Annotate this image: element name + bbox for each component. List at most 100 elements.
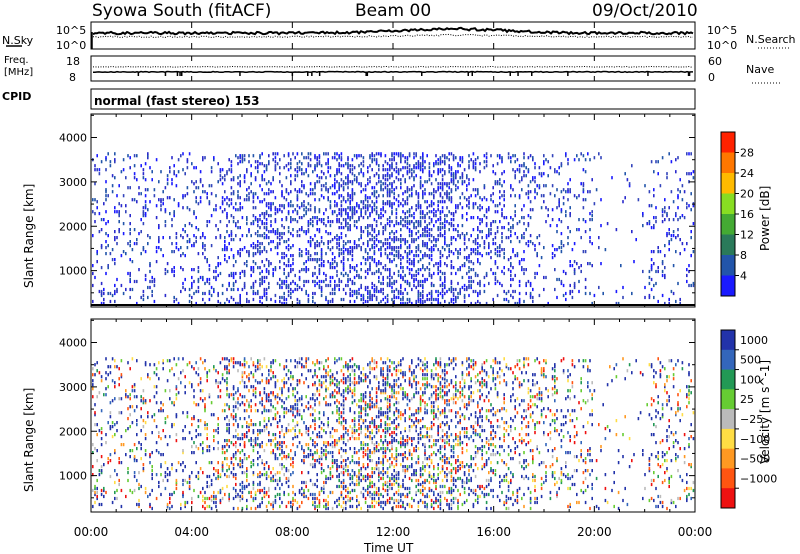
power-cell xyxy=(527,224,530,228)
power-cell xyxy=(408,258,411,262)
power-cell xyxy=(679,178,681,182)
power-cell xyxy=(415,269,417,274)
power-cell xyxy=(232,176,235,180)
power-cell xyxy=(171,182,173,186)
power-cell xyxy=(470,275,472,280)
power-cell xyxy=(675,170,677,174)
power-cell xyxy=(637,198,640,202)
velocity-cell xyxy=(309,463,312,467)
power-cell xyxy=(463,180,466,184)
velocity-cell xyxy=(283,377,285,381)
velocity-cell xyxy=(109,371,112,375)
power-cell xyxy=(257,164,259,168)
power-cell xyxy=(290,190,292,194)
power-cell xyxy=(477,234,479,238)
velocity-cell xyxy=(261,441,263,445)
power-cell xyxy=(406,260,409,264)
power-cell xyxy=(180,254,182,258)
power-cell xyxy=(413,216,415,220)
velocity-cell xyxy=(138,504,140,509)
power-cell xyxy=(325,297,327,302)
power-cell xyxy=(589,158,591,162)
power-cell xyxy=(428,178,431,182)
velocity-cell xyxy=(208,369,211,373)
velocity-cell xyxy=(272,439,274,443)
power-cell xyxy=(303,208,305,212)
power-cell xyxy=(455,176,457,180)
velocity-cell xyxy=(254,437,257,441)
velocity-cell xyxy=(272,375,274,379)
power-cell xyxy=(441,293,444,298)
power-cell xyxy=(285,240,288,244)
velocity-cell xyxy=(270,409,272,413)
velocity-cell xyxy=(274,397,277,401)
power-cell xyxy=(316,252,318,256)
power-cell xyxy=(327,301,329,306)
power-cell xyxy=(554,268,556,272)
power-cell xyxy=(400,275,402,280)
velocity-cell xyxy=(166,478,169,483)
power-cell xyxy=(307,299,310,304)
power-cell xyxy=(622,285,624,290)
power-cell xyxy=(270,214,272,218)
power-cell xyxy=(413,226,415,230)
velocity-cell xyxy=(252,449,255,453)
power-cell xyxy=(373,192,376,196)
power-cell xyxy=(373,246,376,250)
power-cell xyxy=(164,220,167,224)
velocity-cell xyxy=(164,461,167,465)
velocity-cell xyxy=(254,369,257,373)
power-cell xyxy=(408,250,411,254)
power-cell xyxy=(290,162,292,166)
power-cell xyxy=(413,262,415,266)
power-cell xyxy=(162,198,164,202)
velocity-cell xyxy=(252,373,255,377)
power-cell xyxy=(472,204,475,208)
power-cell xyxy=(406,226,409,230)
power-cell xyxy=(276,228,279,232)
power-cell xyxy=(477,299,479,304)
velocity-cell xyxy=(182,437,184,441)
power-cell xyxy=(419,168,422,172)
power-cell xyxy=(281,218,283,222)
power-cell xyxy=(382,208,384,212)
velocity-cell xyxy=(250,506,252,511)
power-cell xyxy=(369,264,371,268)
power-cell xyxy=(129,287,131,292)
velocity-cell xyxy=(276,441,279,445)
power-cell xyxy=(250,222,252,226)
power-cell xyxy=(384,178,387,182)
power-cell xyxy=(384,295,387,300)
velocity-cell xyxy=(239,451,241,455)
power-cell xyxy=(283,206,285,210)
power-cell xyxy=(400,285,402,290)
velocity-cell xyxy=(202,471,204,475)
power-cell xyxy=(364,206,367,210)
power-cell xyxy=(164,208,167,212)
power-cell xyxy=(309,152,312,156)
power-cell xyxy=(615,301,618,306)
power-cell xyxy=(334,156,336,160)
velocity-cell xyxy=(239,459,241,463)
power-cell xyxy=(351,168,354,172)
power-cell xyxy=(492,220,494,224)
power-cell xyxy=(461,192,464,196)
power-cell xyxy=(521,266,523,270)
velocity-cell xyxy=(151,415,153,419)
power-cell xyxy=(303,186,305,190)
power-cell xyxy=(375,289,378,294)
velocity-cell xyxy=(188,474,191,479)
power-cell xyxy=(422,228,424,232)
velocity-cell xyxy=(257,367,259,371)
power-cell xyxy=(677,194,679,198)
velocity-cell xyxy=(109,365,112,369)
power-cell xyxy=(692,281,695,286)
velocity-cell xyxy=(125,395,127,399)
velocity-cell xyxy=(184,502,186,507)
power-cell xyxy=(492,186,494,190)
velocity-cell xyxy=(276,421,279,425)
power-cell xyxy=(362,172,365,176)
power-cell xyxy=(279,266,281,270)
power-cell xyxy=(358,244,360,248)
velocity-cell xyxy=(133,383,136,387)
